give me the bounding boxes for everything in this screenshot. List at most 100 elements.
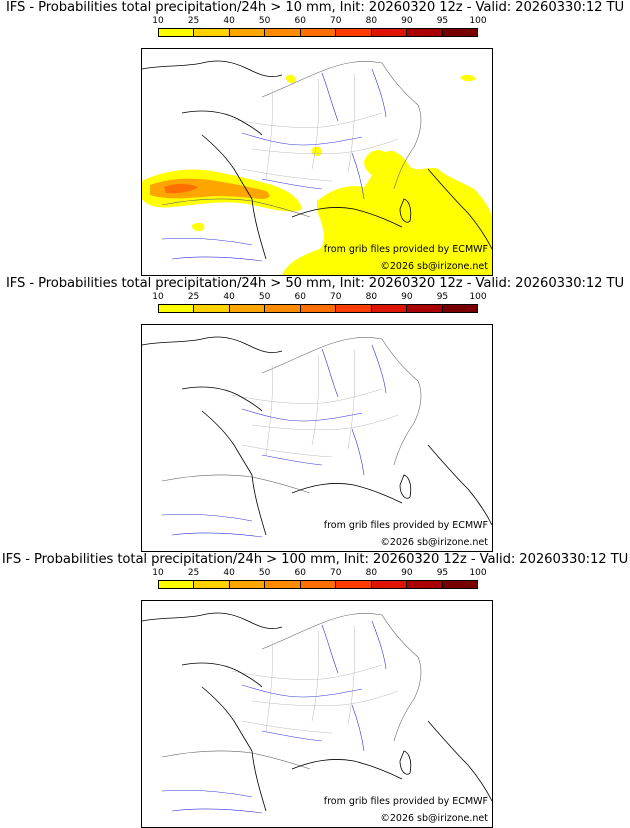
- river-line: [171, 808, 263, 814]
- copyright-note: ©2026 sb@irizone.net: [380, 261, 488, 272]
- probability-colorbar: 10 25 40 50 60 70 80 90 95 100: [152, 568, 487, 590]
- region-line: [265, 640, 273, 732]
- colorbar-tick-labels: 10 25 40 50 60 70 80 90 95 100: [152, 16, 486, 27]
- coast-iberia: [251, 474, 267, 536]
- coast-italy: [427, 444, 492, 526]
- colorbar-tick-label: 50: [258, 292, 271, 302]
- colorbar-swatch: [229, 305, 266, 312]
- river-line: [171, 532, 263, 538]
- coast-mediterranean: [291, 759, 403, 780]
- colorbar-tick-label: 25: [187, 292, 200, 302]
- river-line: [371, 620, 387, 670]
- colorbar-tick-label: 50: [258, 16, 271, 26]
- coast-north: [142, 336, 283, 353]
- colorbar-tick-label: 40: [223, 16, 235, 26]
- region-line: [231, 664, 383, 680]
- region-line: [241, 444, 333, 458]
- region-line: [265, 364, 273, 456]
- river-line: [351, 704, 365, 752]
- precip-area-north: [286, 74, 296, 84]
- colorbar-swatch: [159, 581, 195, 588]
- colorbar-swatch: [194, 581, 230, 588]
- colorbar-tick-label: 10: [152, 292, 164, 302]
- colorbar-swatch: [300, 29, 337, 36]
- border-line: [161, 750, 311, 770]
- coast-italy: [427, 720, 492, 802]
- precip-area-northeast: [460, 74, 476, 82]
- colorbar-tick-label: 80: [365, 292, 378, 302]
- colorbar-tick-label: 90: [401, 292, 413, 302]
- colorbar-tick-label: 95: [436, 292, 449, 302]
- river-line: [241, 408, 363, 422]
- copyright-note: ©2026 sb@irizone.net: [380, 537, 488, 548]
- colorbar-tick-label: 95: [436, 16, 449, 26]
- precip-core-pyrenees: [150, 178, 270, 199]
- border-line: [161, 474, 311, 494]
- region-line: [347, 72, 355, 174]
- colorbar-swatch: [229, 29, 266, 36]
- country-borders: [161, 337, 422, 494]
- river-line: [161, 513, 253, 522]
- river-line: [161, 237, 253, 246]
- coast-mediterranean: [291, 483, 403, 504]
- region-line: [347, 348, 355, 450]
- colorbar-tick-label: 60: [294, 568, 306, 578]
- river-line: [171, 256, 263, 262]
- map-france: from grib files provided by ECMWF ©2026 …: [141, 324, 493, 552]
- precip-peak-pyrenees: [164, 184, 198, 194]
- panel-title: IFS - Probabilities total precipitation/…: [5, 276, 625, 291]
- colorbar-swatch: [336, 305, 372, 312]
- river-line: [161, 789, 253, 798]
- region-line: [231, 388, 383, 404]
- coast-iberia: [251, 750, 267, 812]
- colorbar-tick-label: 80: [365, 568, 378, 578]
- river-line: [261, 454, 323, 466]
- region-line: [231, 112, 383, 128]
- river-line: [261, 178, 323, 190]
- coast-atlantic: [201, 410, 253, 476]
- colorbar-swatch: [300, 581, 337, 588]
- river-line: [351, 152, 365, 200]
- region-line: [311, 630, 319, 722]
- region-line: [311, 78, 319, 170]
- map-france: from grib files provided by ECMWF ©2026 …: [141, 600, 493, 828]
- colorbar-tick-label: 80: [365, 16, 378, 26]
- river-line: [321, 624, 339, 674]
- region-line: [347, 624, 355, 726]
- precip-area-iberia: [192, 222, 205, 232]
- colorbar-tick-label: 50: [258, 568, 271, 578]
- river-line: [261, 730, 323, 742]
- colorbar-swatch: [442, 581, 477, 588]
- river-line: [321, 348, 339, 398]
- colorbar-tick-label: 40: [223, 568, 235, 578]
- river-line: [371, 68, 387, 118]
- colorbar-tick-label: 25: [187, 16, 200, 26]
- colorbar-swatch: [265, 305, 301, 312]
- border-line: [393, 422, 415, 466]
- colorbar-swatch: [336, 29, 372, 36]
- coastline: [142, 336, 492, 536]
- colorbar-tick-label: 70: [330, 16, 342, 26]
- coast-mediterranean: [291, 207, 403, 228]
- region-borders: [231, 624, 399, 734]
- region-borders: [231, 348, 399, 458]
- border-line: [393, 698, 415, 742]
- colorbar-tick-label: 100: [469, 16, 487, 26]
- colorbar-swatch: [265, 29, 301, 36]
- colorbar-tick-label: 90: [401, 568, 413, 578]
- colorbar-tick-label: 90: [401, 16, 413, 26]
- colorbar-tick-label: 95: [436, 568, 449, 578]
- colorbar-swatch: [229, 581, 266, 588]
- coast-corsica: [399, 198, 412, 223]
- precip-area-center: [312, 146, 322, 156]
- colorbar-tick-label: 100: [469, 292, 487, 302]
- colorbar-swatch: [159, 29, 195, 36]
- region-line: [251, 690, 399, 707]
- border-line: [381, 338, 422, 424]
- map-svg: [142, 612, 492, 814]
- colorbar-tick-label: 10: [152, 568, 164, 578]
- map-svg: [142, 60, 492, 275]
- coast-channel: [181, 110, 263, 136]
- rivers: [161, 620, 387, 814]
- colorbar-swatch: [336, 581, 372, 588]
